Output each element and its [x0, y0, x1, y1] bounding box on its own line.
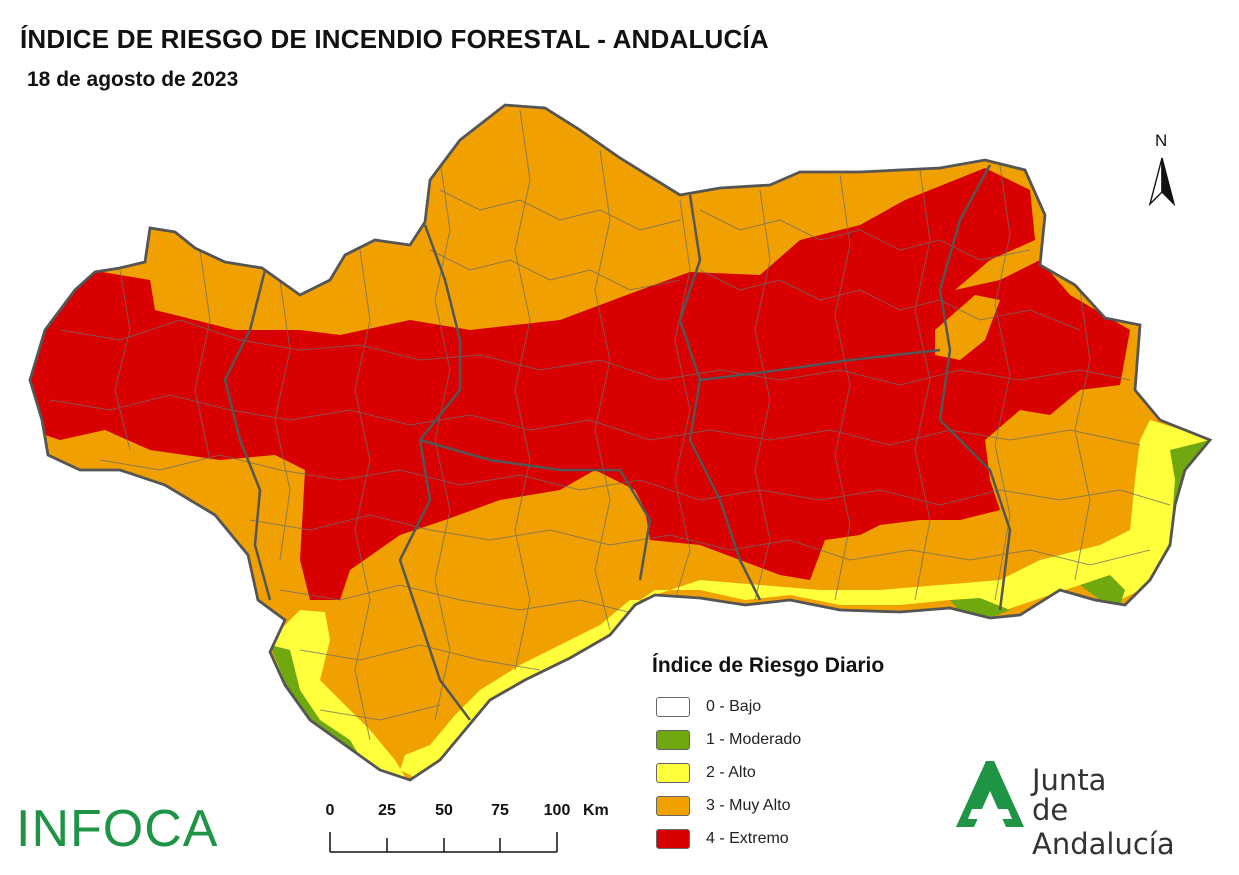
north-arrow-icon	[1148, 157, 1176, 207]
risk-area-high-cadiz	[270, 610, 410, 780]
scale-tick-50: 50	[435, 802, 453, 819]
legend-item-muy-alto: 3 - Muy Alto	[650, 789, 950, 822]
legend-swatch-alto	[656, 762, 690, 783]
risk-area-high-east-coast	[640, 420, 1210, 612]
junta-logo-line1: Junta	[1032, 763, 1107, 797]
scale-bar: 0 25 50 75 100 Km	[320, 800, 620, 860]
map-date: 18 de agosto de 2023	[27, 68, 239, 91]
infoca-logo: INFOCA	[16, 800, 219, 858]
legend-label-extremo: 4 - Extremo	[706, 829, 789, 847]
scale-tick-25: 25	[378, 802, 396, 819]
province-boundaries	[223, 164, 1012, 721]
legend-label-muy-alto: 3 - Muy Alto	[706, 796, 791, 814]
legend-swatch-extremo	[656, 828, 690, 849]
scale-tick-75: 75	[491, 802, 509, 819]
risk-area-moderate-cabo	[1080, 575, 1125, 605]
legend-title: Índice de Riesgo Diario	[652, 654, 885, 677]
legend: Índice de Riesgo Diario 0 - Bajo 1 - Mod…	[650, 654, 950, 855]
risk-area-extreme	[30, 168, 1130, 600]
legend-swatch-moderado	[656, 729, 690, 750]
junta-de-andalucia-logo: Junta de Andalucía	[950, 757, 1220, 861]
legend-swatch-muy-alto	[656, 795, 690, 816]
scale-tick-100: 100	[543, 802, 571, 819]
legend-label-moderado: 1 - Moderado	[706, 730, 802, 748]
junta-logo-line2: de Andalucía	[1032, 793, 1175, 861]
scale-bar-graphic	[329, 832, 558, 853]
scale-unit: Km	[583, 802, 609, 819]
risk-area-very-high-east	[935, 295, 1000, 360]
legend-label-alto: 2 - Alto	[706, 763, 756, 781]
legend-swatch-bajo	[656, 696, 690, 717]
map-title: ÍNDICE DE RIESGO DE INCENDIO FORESTAL - …	[20, 24, 769, 54]
legend-item-alto: 2 - Alto	[650, 756, 950, 789]
risk-area-moderate-cadiz	[270, 645, 365, 765]
north-label: N	[1155, 131, 1168, 150]
legend-item-bajo: 0 - Bajo	[650, 690, 950, 723]
scale-tick-0: 0	[325, 802, 335, 819]
junta-emblem-icon	[956, 761, 1024, 827]
legend-item-extremo: 4 - Extremo	[650, 822, 950, 855]
legend-label-bajo: 0 - Bajo	[706, 697, 762, 715]
legend-item-moderado: 1 - Moderado	[650, 723, 950, 756]
